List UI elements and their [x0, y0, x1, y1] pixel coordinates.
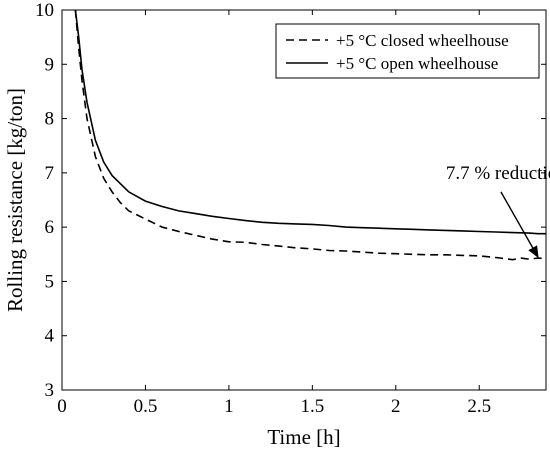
series-line-open-wheelhouse — [74, 10, 546, 235]
y-tick-label: 7 — [45, 163, 55, 184]
y-tick-label: 8 — [45, 109, 55, 130]
x-tick-label: 1 — [224, 396, 234, 417]
legend: +5 °C closed wheelhouse +5 °C open wheelh… — [275, 23, 540, 79]
series-line-closed-wheelhouse — [74, 10, 546, 261]
y-tick-label: 4 — [45, 326, 55, 347]
y-tick-label: 9 — [45, 54, 55, 75]
y-axis-title: Rolling resistance [kg/ton] — [3, 88, 27, 312]
x-tick-label: 2.5 — [467, 396, 491, 417]
annotation-arrow — [500, 191, 539, 259]
y-tick-label: 6 — [45, 217, 55, 238]
plot-frame — [61, 9, 547, 391]
legend-label: +5 °C open wheelhouse — [336, 54, 498, 73]
x-tick-label: 0 — [57, 396, 67, 417]
legend-label: +5 °C closed wheelhouse — [336, 31, 509, 50]
annotations-group: 7.7 % reduction — [446, 163, 550, 259]
annotation-label: 7.7 % reduction — [446, 163, 550, 184]
legend-box — [275, 23, 540, 79]
y-tick-label: 10 — [35, 0, 54, 21]
x-axis-title: Time [h] — [267, 425, 340, 449]
x-tick-label: 2 — [391, 396, 401, 417]
y-tick-label: 3 — [45, 380, 55, 401]
series-group — [74, 10, 546, 261]
y-tick-label: 5 — [45, 271, 55, 292]
axes-group: 0 0.5 1 1.5 2 2.5 3 4 5 6 7 8 9 10 Time [h] Rolling res… — [3, 0, 547, 449]
x-tick-label: 1.5 — [300, 396, 324, 417]
x-tick-label: 0.5 — [134, 396, 158, 417]
